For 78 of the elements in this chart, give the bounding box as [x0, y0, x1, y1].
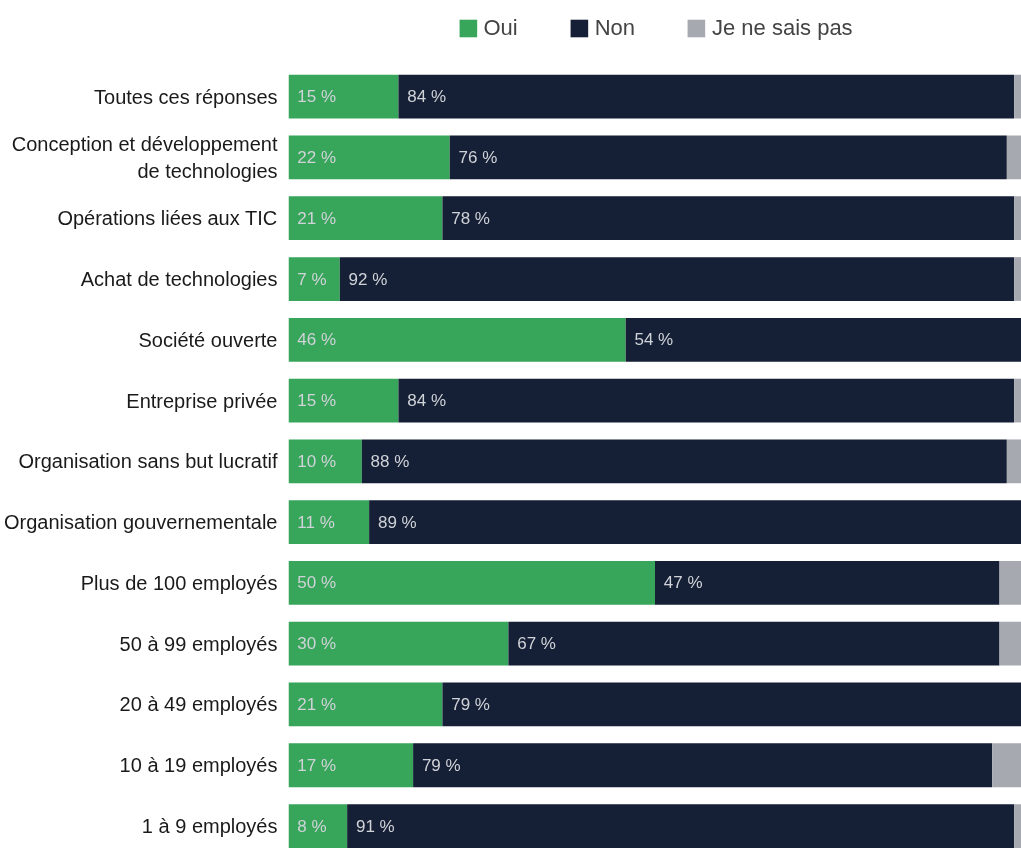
bar — [655, 561, 1000, 605]
bar — [398, 74, 1015, 119]
bar — [288, 135, 450, 180]
bar — [288, 743, 414, 788]
bar — [339, 257, 1015, 301]
bar — [288, 804, 348, 848]
bar — [1014, 378, 1021, 423]
bar — [347, 804, 1015, 848]
data-label: 7 % — [297, 269, 327, 289]
data-label: 84 % — [407, 391, 446, 411]
bar — [413, 743, 993, 788]
bar — [288, 74, 399, 119]
bar — [288, 378, 399, 423]
y-tick-label: Organisation gouvernementale — [3, 511, 278, 534]
bar — [1014, 196, 1021, 241]
data-label: 54 % — [634, 330, 674, 350]
data-label: 10 % — [297, 451, 337, 471]
data-label: 92 % — [348, 269, 388, 289]
bar — [288, 196, 443, 241]
bar — [288, 317, 626, 362]
data-label: 78 % — [451, 208, 490, 228]
y-tick-label: Opérations liées aux TIC — [57, 207, 278, 230]
bar — [1014, 257, 1021, 301]
y-tick-label: Achat de technologies — [80, 268, 278, 291]
legend-label: Non — [594, 15, 635, 41]
bar — [442, 682, 1021, 727]
bar — [1006, 135, 1021, 180]
bar — [1014, 804, 1021, 848]
bar — [288, 500, 370, 545]
bar — [1014, 74, 1021, 119]
bar — [625, 317, 1021, 362]
y-tick-label: Société ouverte — [138, 328, 278, 351]
data-label: 15 % — [297, 391, 337, 411]
data-label: 15 % — [297, 87, 337, 107]
bar — [999, 621, 1021, 666]
y-tick-label: 1 à 9 employés — [141, 815, 278, 838]
bar — [288, 561, 655, 605]
data-label: 22 % — [297, 147, 337, 167]
y-tick-label: 10 à 19 employés — [119, 754, 278, 777]
y-tick-label: Conception et développement de technologies — [11, 133, 278, 182]
bar — [288, 439, 362, 484]
data-label: 21 % — [297, 208, 337, 228]
bar — [449, 135, 1007, 180]
data-label: 11 % — [297, 512, 335, 532]
y-tick-label: Organisation sans but lucratif — [18, 450, 278, 473]
data-label: 8 % — [297, 816, 327, 836]
legend-label: Je ne sais pas — [711, 15, 853, 41]
bar — [999, 561, 1021, 605]
data-label: 47 % — [663, 573, 703, 593]
y-tick-label: 50 à 99 employés — [119, 632, 278, 655]
bar — [369, 500, 1021, 545]
data-label: 79 % — [451, 694, 490, 714]
data-label: 17 % — [297, 755, 337, 775]
y-tick-label: 20 à 49 employés — [119, 693, 278, 716]
data-label: 91 % — [355, 816, 395, 836]
data-label: 89 % — [377, 512, 417, 532]
y-tick-label: Entreprise privée — [126, 389, 278, 412]
bar — [992, 743, 1021, 788]
y-tick-label: Plus de 100 employés — [80, 571, 278, 594]
legend-label: Oui — [483, 15, 518, 41]
data-label: 79 % — [421, 755, 461, 775]
data-label: 88 % — [370, 451, 410, 471]
bar — [442, 196, 1015, 241]
data-label: 67 % — [517, 634, 556, 654]
bar — [398, 378, 1015, 423]
bar — [288, 257, 340, 301]
bar — [508, 621, 1000, 666]
data-label: 50 % — [297, 573, 337, 593]
data-label: 21 % — [297, 694, 337, 714]
bar — [288, 682, 443, 727]
data-label: 46 % — [297, 330, 337, 350]
bar — [288, 621, 509, 666]
data-label: 30 % — [297, 634, 337, 654]
bar — [1006, 439, 1021, 484]
bar — [361, 439, 1007, 484]
data-label: 84 % — [407, 87, 446, 107]
data-label: 76 % — [458, 147, 498, 167]
y-tick-label: Toutes ces réponses — [94, 85, 278, 108]
